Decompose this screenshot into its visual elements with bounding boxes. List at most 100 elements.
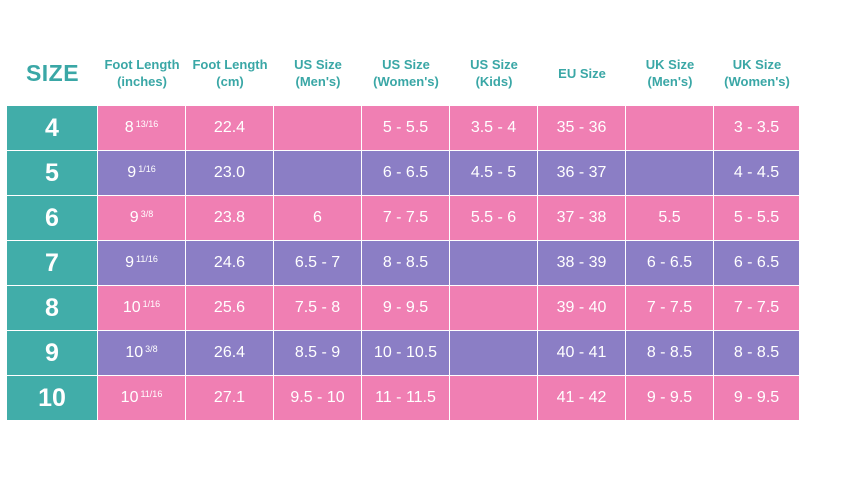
- cell-eu-size: 36 - 37: [538, 151, 626, 196]
- cell-foot-length-cm: 27.1: [186, 376, 274, 421]
- cell-us-size-womens: 6 - 6.5: [362, 151, 450, 196]
- header-label: (Men's): [295, 74, 341, 89]
- table-body: 4 8 13/16 22.4 5 - 5.5 3.5 - 4 35 - 36 3 - 3.5 5…: [7, 106, 800, 421]
- cell-uk-size-womens: 9 - 9.5: [714, 376, 800, 421]
- header-label: US Size: [294, 57, 342, 72]
- cell-uk-size-mens: 6 - 6.5: [626, 241, 714, 286]
- cell-us-size-mens: 6.5 - 7: [274, 241, 362, 286]
- cell-us-size-womens: 7 - 7.5: [362, 196, 450, 241]
- inch-fraction: 1/16: [138, 164, 156, 174]
- inch-whole: 9: [125, 254, 135, 271]
- cell-us-size-womens: 11 - 11.5: [362, 376, 450, 421]
- cell-us-size-kids: [450, 376, 538, 421]
- cell-foot-length-cm: 25.6: [186, 286, 274, 331]
- cell-size: 6: [7, 196, 98, 241]
- header-label: UK Size: [645, 57, 695, 72]
- inch-fraction: 11/16: [140, 389, 163, 399]
- header-label: US Size: [382, 57, 430, 72]
- cell-us-size-mens: 6: [274, 196, 362, 241]
- uk-size-womens-header: UK Size (Women's): [714, 40, 800, 106]
- cell-us-size-womens: 8 - 8.5: [362, 241, 450, 286]
- table-row: 9 10 3/8 26.4 8.5 - 9 10 - 10.5 40 - 41 8 - 8.5…: [7, 331, 800, 376]
- cell-foot-length-inches: 8 13/16: [98, 106, 186, 151]
- us-size-mens-header: US Size (Men's): [274, 40, 362, 106]
- table-row: 10 10 11/16 27.1 9.5 - 10 11 - 11.5 41 - 42 9 -…: [7, 376, 800, 421]
- cell-uk-size-womens: 6 - 6.5: [714, 241, 800, 286]
- cell-foot-length-cm: 22.4: [186, 106, 274, 151]
- header-label: (Women's): [373, 74, 439, 89]
- cell-eu-size: 41 - 42: [538, 376, 626, 421]
- cell-us-size-mens: [274, 106, 362, 151]
- cell-foot-length-cm: 26.4: [186, 331, 274, 376]
- inch-whole: 9: [127, 164, 137, 181]
- header-label: (cm): [216, 74, 244, 89]
- cell-eu-size: 35 - 36: [538, 106, 626, 151]
- cell-uk-size-womens: 3 - 3.5: [714, 106, 800, 151]
- cell-us-size-kids: [450, 241, 538, 286]
- us-size-kids-header: US Size (Kids): [450, 40, 538, 106]
- cell-size: 10: [7, 376, 98, 421]
- table-header: SIZE Foot Length (inches) Foot Length (cm) US…: [7, 40, 800, 106]
- cell-us-size-mens: 8.5 - 9: [274, 331, 362, 376]
- cell-eu-size: 39 - 40: [538, 286, 626, 331]
- cell-foot-length-inches: 9 3/8: [98, 196, 186, 241]
- inch-fraction: 3/8: [140, 209, 154, 219]
- inch-whole: 10: [120, 389, 139, 406]
- cell-us-size-kids: 4.5 - 5: [450, 151, 538, 196]
- header-label: US Size: [470, 57, 518, 72]
- cell-size: 4: [7, 106, 98, 151]
- size-chart-table: SIZE Foot Length (inches) Foot Length (cm) US…: [7, 40, 800, 421]
- inch-whole: 8: [124, 119, 134, 136]
- cell-us-size-kids: 5.5 - 6: [450, 196, 538, 241]
- inch-fraction: 11/16: [136, 254, 158, 264]
- header-label: (Kids): [475, 74, 513, 89]
- cell-foot-length-inches: 10 3/8: [98, 331, 186, 376]
- cell-uk-size-mens: 9 - 9.5: [626, 376, 714, 421]
- cell-eu-size: 40 - 41: [538, 331, 626, 376]
- header-label: Foot Length: [192, 57, 268, 72]
- cell-us-size-mens: [274, 151, 362, 196]
- foot-length-cm-header: Foot Length (cm): [186, 40, 274, 106]
- cell-foot-length-inches: 9 1/16: [98, 151, 186, 196]
- cell-us-size-mens: 9.5 - 10: [274, 376, 362, 421]
- cell-foot-length-cm: 24.6: [186, 241, 274, 286]
- cell-size: 9: [7, 331, 98, 376]
- cell-uk-size-womens: 4 - 4.5: [714, 151, 800, 196]
- uk-size-mens-header: UK Size (Men's): [626, 40, 714, 106]
- inch-fraction: 1/16: [142, 299, 161, 309]
- cell-size: 8: [7, 286, 98, 331]
- cell-foot-length-inches: 10 11/16: [98, 376, 186, 421]
- cell-us-size-kids: [450, 286, 538, 331]
- header-label: Foot Length: [104, 57, 180, 72]
- header-label: SIZE: [25, 59, 80, 86]
- header-row: SIZE Foot Length (inches) Foot Length (cm) US…: [7, 40, 800, 106]
- cell-eu-size: 38 - 39: [538, 241, 626, 286]
- header-label: (inches): [117, 74, 167, 89]
- cell-us-size-womens: 5 - 5.5: [362, 106, 450, 151]
- cell-foot-length-cm: 23.8: [186, 196, 274, 241]
- table-row: 6 9 3/8 23.8 6 7 - 7.5 5.5 - 6 37 - 38 5.5 5 - 5.…: [7, 196, 800, 241]
- cell-us-size-mens: 7.5 - 8: [274, 286, 362, 331]
- cell-us-size-kids: [450, 331, 538, 376]
- header-label: (Women's): [724, 74, 790, 89]
- inch-whole: 9: [129, 209, 139, 226]
- inch-whole: 10: [125, 344, 144, 361]
- cell-uk-size-mens: 7 - 7.5: [626, 286, 714, 331]
- cell-uk-size-womens: 8 - 8.5: [714, 331, 800, 376]
- cell-foot-length-cm: 23.0: [186, 151, 274, 196]
- inch-fraction: 13/16: [135, 119, 159, 129]
- cell-foot-length-inches: 10 1/16: [98, 286, 186, 331]
- cell-uk-size-womens: 7 - 7.5: [714, 286, 800, 331]
- cell-uk-size-mens: 5.5: [626, 196, 714, 241]
- eu-size-header: EU Size: [538, 40, 626, 106]
- header-label: UK Size: [732, 57, 782, 72]
- table-row: 4 8 13/16 22.4 5 - 5.5 3.5 - 4 35 - 36 3 - 3.5: [7, 106, 800, 151]
- cell-uk-size-mens: 8 - 8.5: [626, 331, 714, 376]
- table-row: 5 9 1/16 23.0 6 - 6.5 4.5 - 5 36 - 37 4 - 4.5: [7, 151, 800, 196]
- cell-us-size-kids: 3.5 - 4: [450, 106, 538, 151]
- cell-us-size-womens: 9 - 9.5: [362, 286, 450, 331]
- inch-fraction: 3/8: [145, 344, 158, 354]
